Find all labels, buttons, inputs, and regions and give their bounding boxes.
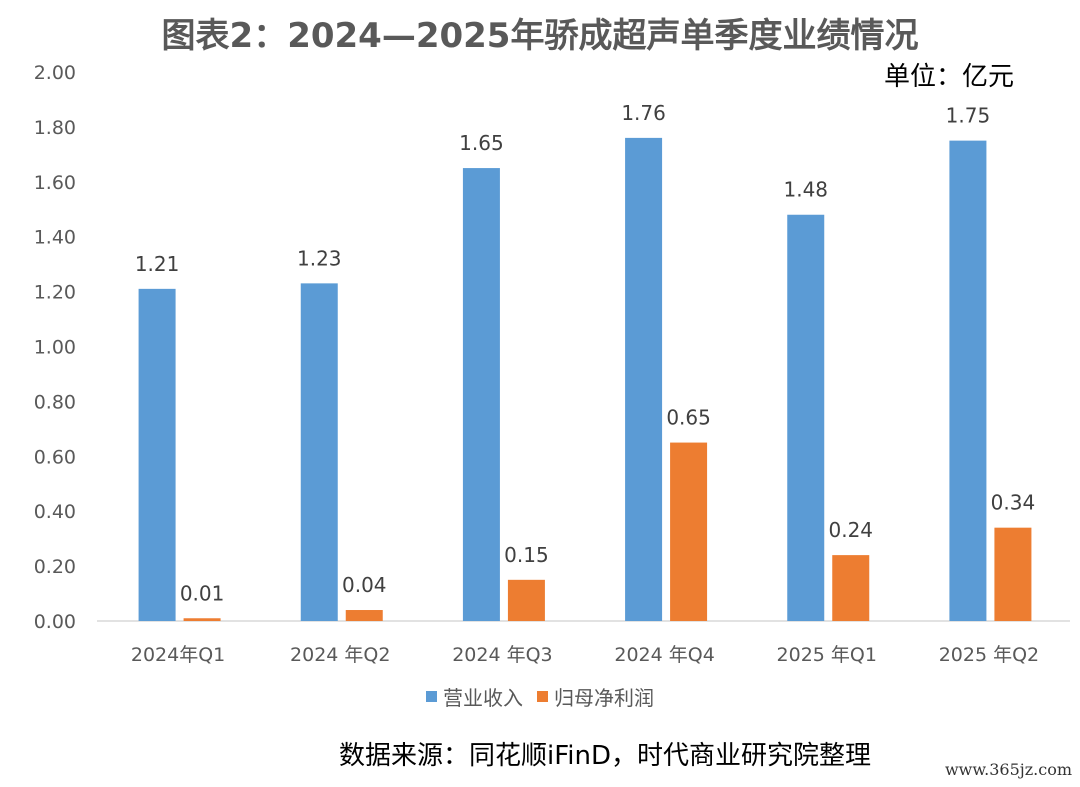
revenue-data-label: 1.65	[459, 131, 504, 155]
x-category-label: 2024 年Q4	[614, 644, 714, 666]
legend-item-revenue: 营业收入	[426, 682, 523, 711]
revenue-data-label: 1.48	[783, 178, 828, 202]
revenue-data-label: 1.75	[946, 104, 991, 128]
y-tick-label: 0.20	[34, 556, 76, 578]
y-tick-label: 1.00	[34, 337, 76, 359]
y-tick-label: 1.60	[34, 172, 76, 194]
source-note: 数据来源：同花顺iFinD，时代商业研究院整理	[338, 741, 871, 771]
y-tick-label: 0.80	[34, 391, 76, 413]
net-profit-bar	[994, 527, 1032, 621]
net-profit-bar	[345, 610, 383, 621]
watermark: www.365jz.com	[944, 760, 1072, 779]
legend-item-net-profit: 归母净利润	[537, 682, 654, 711]
revenue-bar	[138, 288, 176, 621]
net-profit-bar	[507, 579, 545, 621]
y-tick-label: 2.00	[34, 62, 76, 84]
y-tick-label: 1.40	[34, 227, 76, 249]
revenue-data-label: 1.21	[135, 252, 180, 276]
legend: 营业收入 归母净利润	[0, 682, 1080, 711]
net-profit-data-label: 0.15	[504, 543, 549, 567]
revenue-bar	[462, 168, 500, 621]
x-category-label: 2024 年Q2	[290, 644, 390, 666]
x-category-label: 2025 年Q1	[777, 644, 877, 666]
legend-label-revenue: 营业收入	[443, 686, 523, 710]
legend-label-net-profit: 归母净利润	[554, 686, 654, 710]
y-tick-label: 0.40	[34, 501, 76, 523]
net-profit-data-label: 0.65	[666, 406, 711, 430]
revenue-bar	[300, 283, 338, 621]
net-profit-bar	[670, 442, 708, 621]
net-profit-data-label: 0.01	[180, 581, 225, 605]
revenue-bar	[625, 137, 663, 621]
net-profit-data-label: 0.24	[828, 518, 873, 542]
unit-label: 单位：亿元	[883, 62, 1014, 92]
legend-swatch-net-profit	[537, 691, 548, 702]
y-tick-label: 0.60	[34, 446, 76, 468]
net-profit-data-label: 0.04	[342, 573, 387, 597]
net-profit-bar	[183, 618, 221, 621]
revenue-bar	[787, 214, 825, 622]
x-category-label: 2024 年Q3	[452, 644, 552, 666]
net-profit-data-label: 0.34	[991, 491, 1036, 515]
net-profit-bar	[832, 555, 870, 621]
y-tick-label: 1.80	[34, 117, 76, 139]
legend-swatch-revenue	[426, 691, 437, 702]
chart-title: 图表2：2024—2025年骄成超声单季度业绩情况	[161, 16, 919, 56]
y-tick-label: 0.00	[34, 611, 76, 633]
x-category-label: 2024年Q1	[131, 644, 225, 666]
revenue-data-label: 1.76	[621, 101, 666, 125]
revenue-data-label: 1.23	[297, 246, 342, 270]
revenue-bar	[949, 140, 987, 621]
y-tick-label: 1.20	[34, 282, 76, 304]
x-category-label: 2025 年Q2	[939, 644, 1039, 666]
